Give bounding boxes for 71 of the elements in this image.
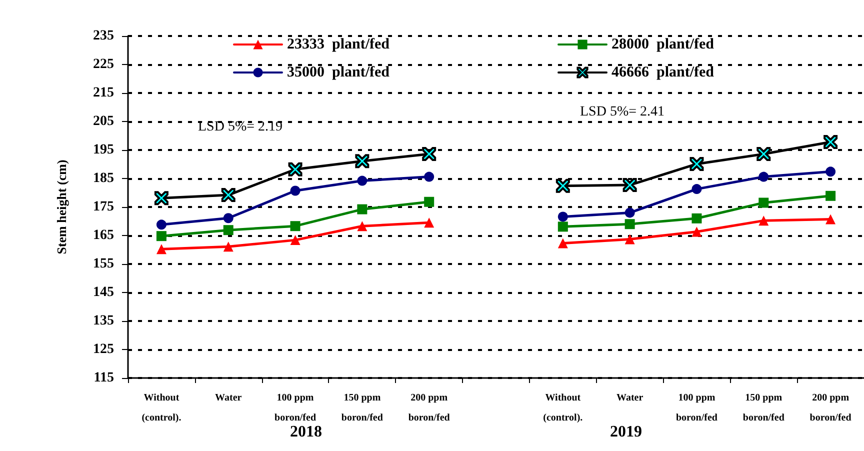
point: [756, 146, 771, 161]
point: [424, 218, 434, 228]
point: [558, 222, 568, 232]
point: [624, 208, 635, 218]
point: [692, 184, 702, 194]
point: [624, 219, 635, 230]
legend-label: 46666 plant/fed: [612, 64, 715, 80]
point: [422, 146, 436, 161]
text: 2018: [290, 424, 322, 440]
point: [826, 166, 836, 177]
y-tick-label: 175: [93, 200, 114, 214]
x-tick-label: 100 ppm boron/fed: [274, 392, 316, 424]
legend-label: 35000 plant/fed: [287, 64, 390, 80]
x-tick-label: 200 ppm boron/fed: [408, 392, 450, 424]
x-tick-label: Water: [616, 392, 644, 404]
point: [826, 190, 836, 201]
point: [690, 156, 704, 171]
point: [758, 198, 769, 208]
y-tick-label: 145: [93, 285, 114, 300]
y-tick-label: 225: [93, 57, 114, 72]
point: [290, 186, 300, 196]
point: [357, 204, 368, 214]
point: [558, 212, 568, 222]
point: [290, 221, 300, 232]
y-tick-label: 215: [93, 86, 114, 100]
text: 2019: [610, 424, 642, 440]
point: [355, 154, 370, 168]
y-axis-title: Stem height (cm): [54, 160, 69, 254]
point: [826, 214, 836, 224]
y-tick-label: 155: [93, 256, 114, 272]
point: [692, 226, 702, 237]
y-tick-label: 205: [93, 114, 114, 129]
x-tick-label: 200 ppm boron/fed: [810, 392, 852, 424]
point: [424, 172, 434, 182]
point: [223, 242, 234, 252]
point: [221, 188, 236, 202]
y-tick-label: 185: [93, 171, 114, 186]
point: [288, 162, 302, 176]
annotation: LSD 5%= 2.41: [580, 104, 665, 120]
point: [556, 178, 570, 193]
x-tick-label: 150 ppm boron/fed: [341, 392, 384, 424]
y-tick-label: 125: [93, 342, 114, 357]
legend-label: 28000 plant/fed: [612, 36, 715, 52]
x-tick-label: 100 ppm boron/fed: [676, 392, 718, 424]
point: [622, 178, 637, 192]
point: [558, 238, 568, 248]
y-tick-label: 115: [94, 370, 114, 386]
x-tick-label: Without (control).: [142, 392, 182, 424]
point: [290, 235, 300, 246]
point: [758, 172, 769, 182]
point: [156, 220, 166, 230]
point: [156, 244, 166, 254]
point: [156, 231, 166, 242]
point: [357, 221, 368, 232]
x-tick-label: 150 ppm boron/fed: [742, 392, 785, 424]
point: [357, 176, 368, 186]
point: [424, 196, 434, 207]
y-tick-label: 165: [93, 228, 114, 243]
x-tick-label: Without (control).: [543, 392, 584, 424]
point: [692, 213, 702, 224]
point: [154, 191, 168, 206]
point: [758, 216, 769, 226]
y-tick-label: 135: [93, 314, 114, 328]
y-tick-label: 195: [93, 142, 114, 158]
y-tick-label: 235: [93, 28, 114, 44]
point: [824, 135, 838, 150]
point: [223, 213, 234, 224]
point: [624, 234, 635, 244]
x-tick-label: Water: [215, 392, 242, 404]
point: [223, 225, 234, 236]
legend-label: 23333 plant/fed: [287, 36, 390, 52]
